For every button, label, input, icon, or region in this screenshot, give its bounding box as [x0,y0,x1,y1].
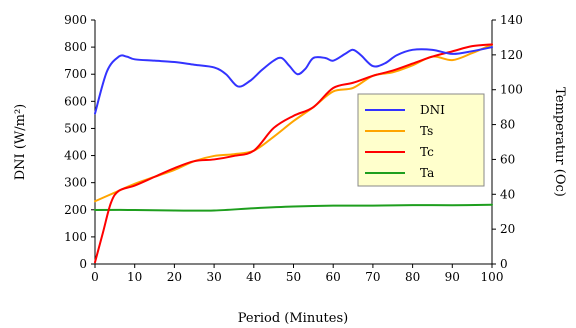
legend: DNI Ts Tc Ta [357,93,485,187]
series-line-dni [94,46,493,115]
y-left-tick-label: 300 [64,176,87,190]
x-axis-title: Period (Minutes) [238,311,348,326]
x-tick-label: 20 [167,270,182,284]
legend-label-ts: Ts [420,124,433,138]
x-tick-label: 0 [91,270,99,284]
y-left-tick-label: 600 [64,94,87,108]
legend-label-ta: Ta [420,166,434,180]
y-axis-left-title: DNI (W/m²) [13,104,28,181]
x-tick-label: 40 [246,270,261,284]
legend-label-dni: DNI [420,103,445,117]
series-line-ta [94,203,493,212]
y-right-tick-label: 120 [500,48,523,62]
legend-items: DNI Ts Tc Ta [365,103,445,180]
x-tick-label: 90 [445,270,460,284]
y-right-tick-label: 20 [500,222,515,236]
y-right-tick-label: 100 [500,83,523,97]
y-left-tick-label: 0 [79,257,87,271]
y-right-tick-label: 60 [500,152,515,166]
y-left-tick-label: 400 [64,149,87,163]
y-left-tick-label: 700 [64,67,87,81]
y-left-tick-label: 500 [64,121,87,135]
y-left-tick-label: 900 [64,13,87,27]
legend-label-tc: Tc [420,145,434,159]
y-right-tick-label: 40 [500,187,515,201]
x-tick-label: 100 [481,270,504,284]
y-left-tick-label: 200 [64,203,87,217]
x-tick-label: 80 [405,270,420,284]
x-tick-label: 30 [206,270,221,284]
series-line-tc [94,43,493,264]
series-lines [94,43,493,264]
y-left-tick-label: 800 [64,40,87,54]
x-tick-label: 10 [127,270,142,284]
y-right-tick-label: 80 [500,118,515,132]
x-tick-label: 50 [286,270,301,284]
x-tick-label: 60 [326,270,341,284]
y-axis-right-title: Temperatur (Oc) [552,87,567,197]
y-axis-left-ticks: 0 100 200 300 400 500 600 700 800 900 [64,13,95,271]
y-right-tick-label: 0 [500,257,508,271]
y-left-tick-label: 100 [64,230,87,244]
y-axis-right-ticks: 0 20 40 60 80 100 120 140 [492,13,523,271]
x-axis-ticks: 0 10 20 30 40 50 60 70 80 90 100 [91,264,503,284]
y-right-tick-label: 140 [500,13,523,27]
x-tick-label: 70 [365,270,380,284]
